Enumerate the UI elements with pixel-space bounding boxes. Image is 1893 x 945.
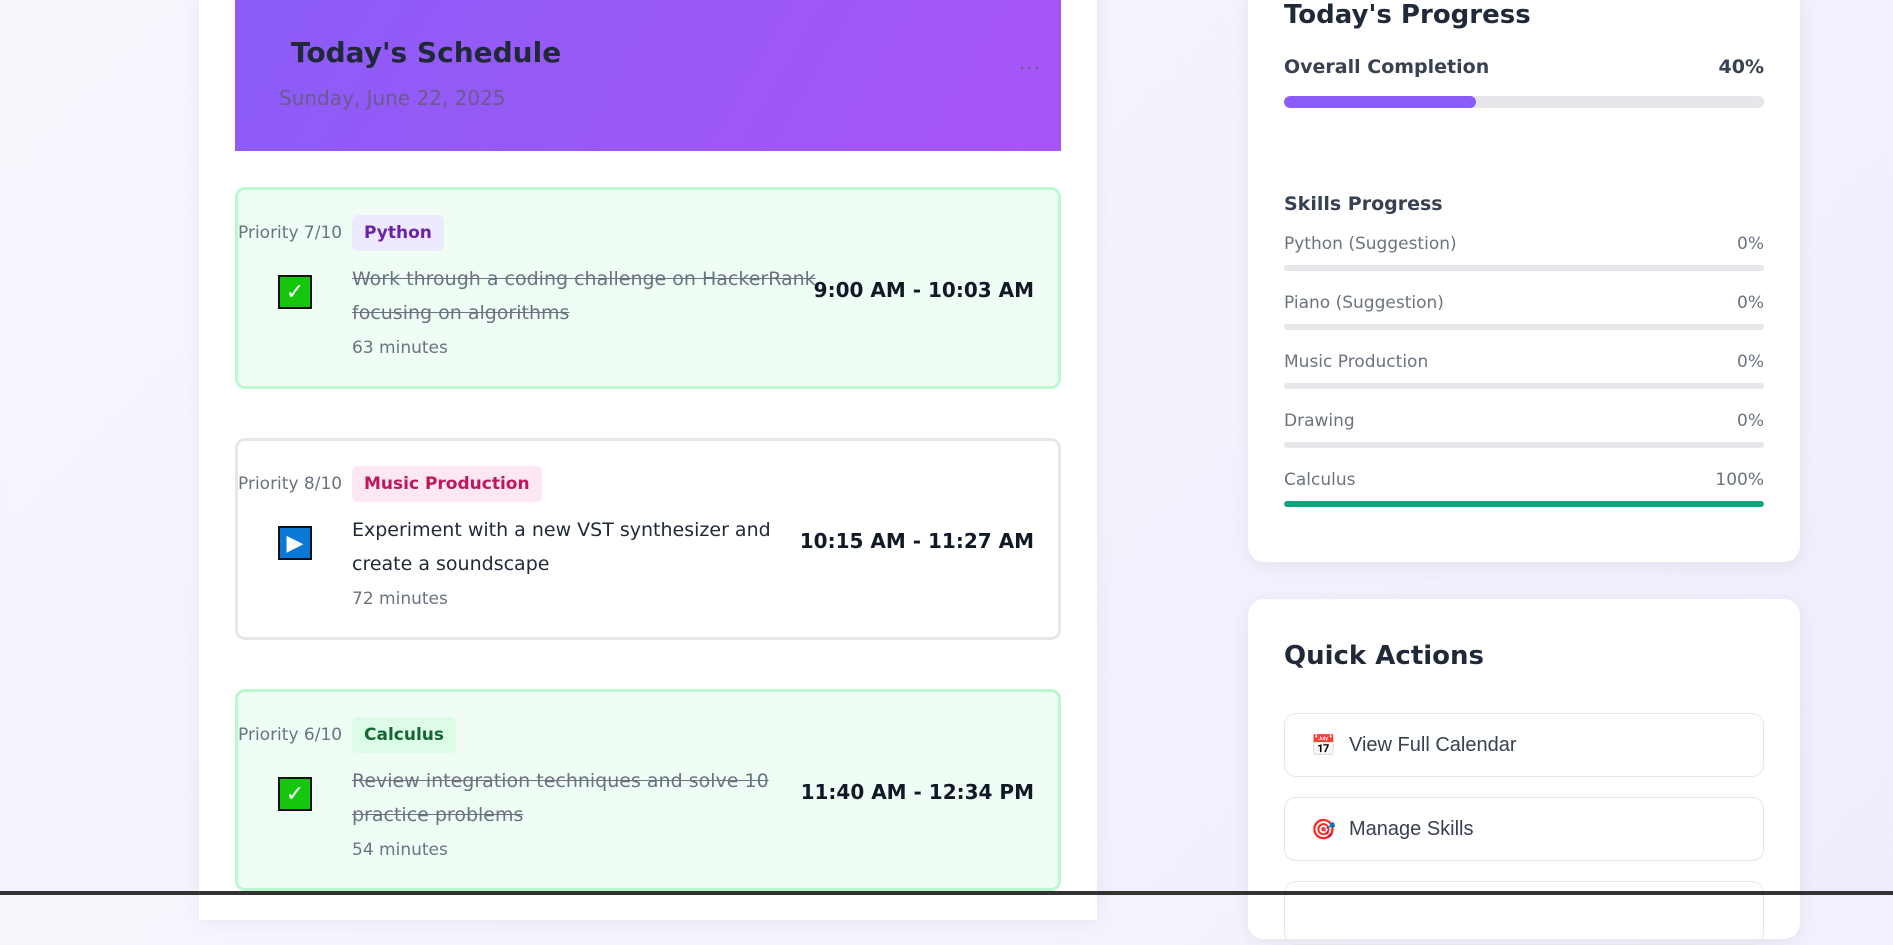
schedule-date: Sunday, June 22, 2025 <box>279 86 506 110</box>
play-icon[interactable]: ▶ <box>278 526 312 560</box>
skill-name: Piano (Suggestion) <box>1284 293 1444 313</box>
task-duration: 54 minutes <box>352 840 448 860</box>
priority-label: Priority 8/10 <box>238 474 343 494</box>
overall-progress-fill <box>1284 96 1476 108</box>
task-time: 9:00 AM - 10:03 AM <box>813 278 1034 302</box>
skills-progress-title: Skills Progress <box>1284 193 1443 215</box>
skill-name: Drawing <box>1284 411 1355 431</box>
skill-name: Python (Suggestion) <box>1284 234 1457 254</box>
skill-tag: Calculus <box>352 717 457 753</box>
skill-row: Python (Suggestion) 0% <box>1284 234 1764 254</box>
skill-name: Music Production <box>1284 352 1429 372</box>
overall-completion-row: Overall Completion 40% <box>1284 56 1764 78</box>
task-title: Review integration techniques and solve … <box>352 770 769 826</box>
checkbox-checked-icon[interactable]: ✓ <box>278 275 312 309</box>
quick-action-button[interactable]: 🎯 Manage Skills <box>1284 797 1764 861</box>
priority-label: Priority 6/10 <box>238 725 343 745</box>
skill-progress-bar <box>1284 501 1764 507</box>
overall-label: Overall Completion <box>1284 56 1490 78</box>
quick-action-label: View Full Calendar <box>1349 733 1517 756</box>
schedule-title: Today's Schedule <box>291 36 562 69</box>
skill-row: Drawing 0% <box>1284 411 1764 431</box>
quick-actions-title: Quick Actions <box>1284 641 1485 671</box>
checkbox-checked-icon[interactable]: ✓ <box>278 777 312 811</box>
task-time: 11:40 AM - 12:34 PM <box>800 780 1034 804</box>
quick-action-button[interactable]: 📅 View Full Calendar <box>1284 713 1764 777</box>
skill-progress-bar <box>1284 324 1764 330</box>
task-card[interactable]: ✓ Calculus Priority 6/10 Review integrat… <box>235 689 1061 891</box>
skill-value: 0% <box>1737 411 1764 431</box>
skill-progress-bar <box>1284 265 1764 271</box>
skill-progress-fill <box>1284 501 1764 507</box>
skill-tag: Music Production <box>352 466 542 502</box>
calendar-icon: 📅 <box>1311 734 1336 757</box>
skill-value: 0% <box>1737 234 1764 254</box>
task-title: Experiment with a new VST synthesizer an… <box>352 519 771 575</box>
task-title: Work through a coding challenge on Hacke… <box>352 268 816 324</box>
target-icon: 🎯 <box>1311 818 1336 841</box>
task-duration: 72 minutes <box>352 589 448 609</box>
taskbar-edge <box>0 891 1893 895</box>
task-duration: 63 minutes <box>352 338 448 358</box>
skill-value: 100% <box>1715 470 1764 490</box>
overall-value: 40% <box>1718 56 1764 78</box>
skill-row: Calculus 100% <box>1284 470 1764 490</box>
overall-progress-bar <box>1284 96 1764 108</box>
schedule-header: Today's Schedule Sunday, June 22, 2025 .… <box>235 0 1061 151</box>
schedule-card: Today's Schedule Sunday, June 22, 2025 .… <box>199 0 1097 920</box>
skill-row: Music Production 0% <box>1284 352 1764 372</box>
task-time: 10:15 AM - 11:27 AM <box>799 529 1034 553</box>
skill-progress-bar <box>1284 383 1764 389</box>
skill-value: 0% <box>1737 352 1764 372</box>
skill-row: Piano (Suggestion) 0% <box>1284 293 1764 313</box>
progress-card: Today's Progress Overall Completion 40% … <box>1248 0 1800 562</box>
skill-tag: Python <box>352 215 444 251</box>
quick-actions-card: Quick Actions 📅 View Full Calendar 🎯 Man… <box>1248 599 1800 945</box>
skill-progress-bar <box>1284 442 1764 448</box>
task-card[interactable]: ✓ Python Priority 7/10 Work through a co… <box>235 187 1061 389</box>
more-menu-button[interactable]: ... <box>1019 50 1042 74</box>
progress-title: Today's Progress <box>1284 0 1531 30</box>
skill-value: 0% <box>1737 293 1764 313</box>
skill-name: Calculus <box>1284 470 1356 490</box>
task-card[interactable]: ▶ Music Production Priority 8/10 Experim… <box>235 438 1061 640</box>
priority-label: Priority 7/10 <box>238 223 343 243</box>
quick-action-label: Manage Skills <box>1349 817 1474 840</box>
